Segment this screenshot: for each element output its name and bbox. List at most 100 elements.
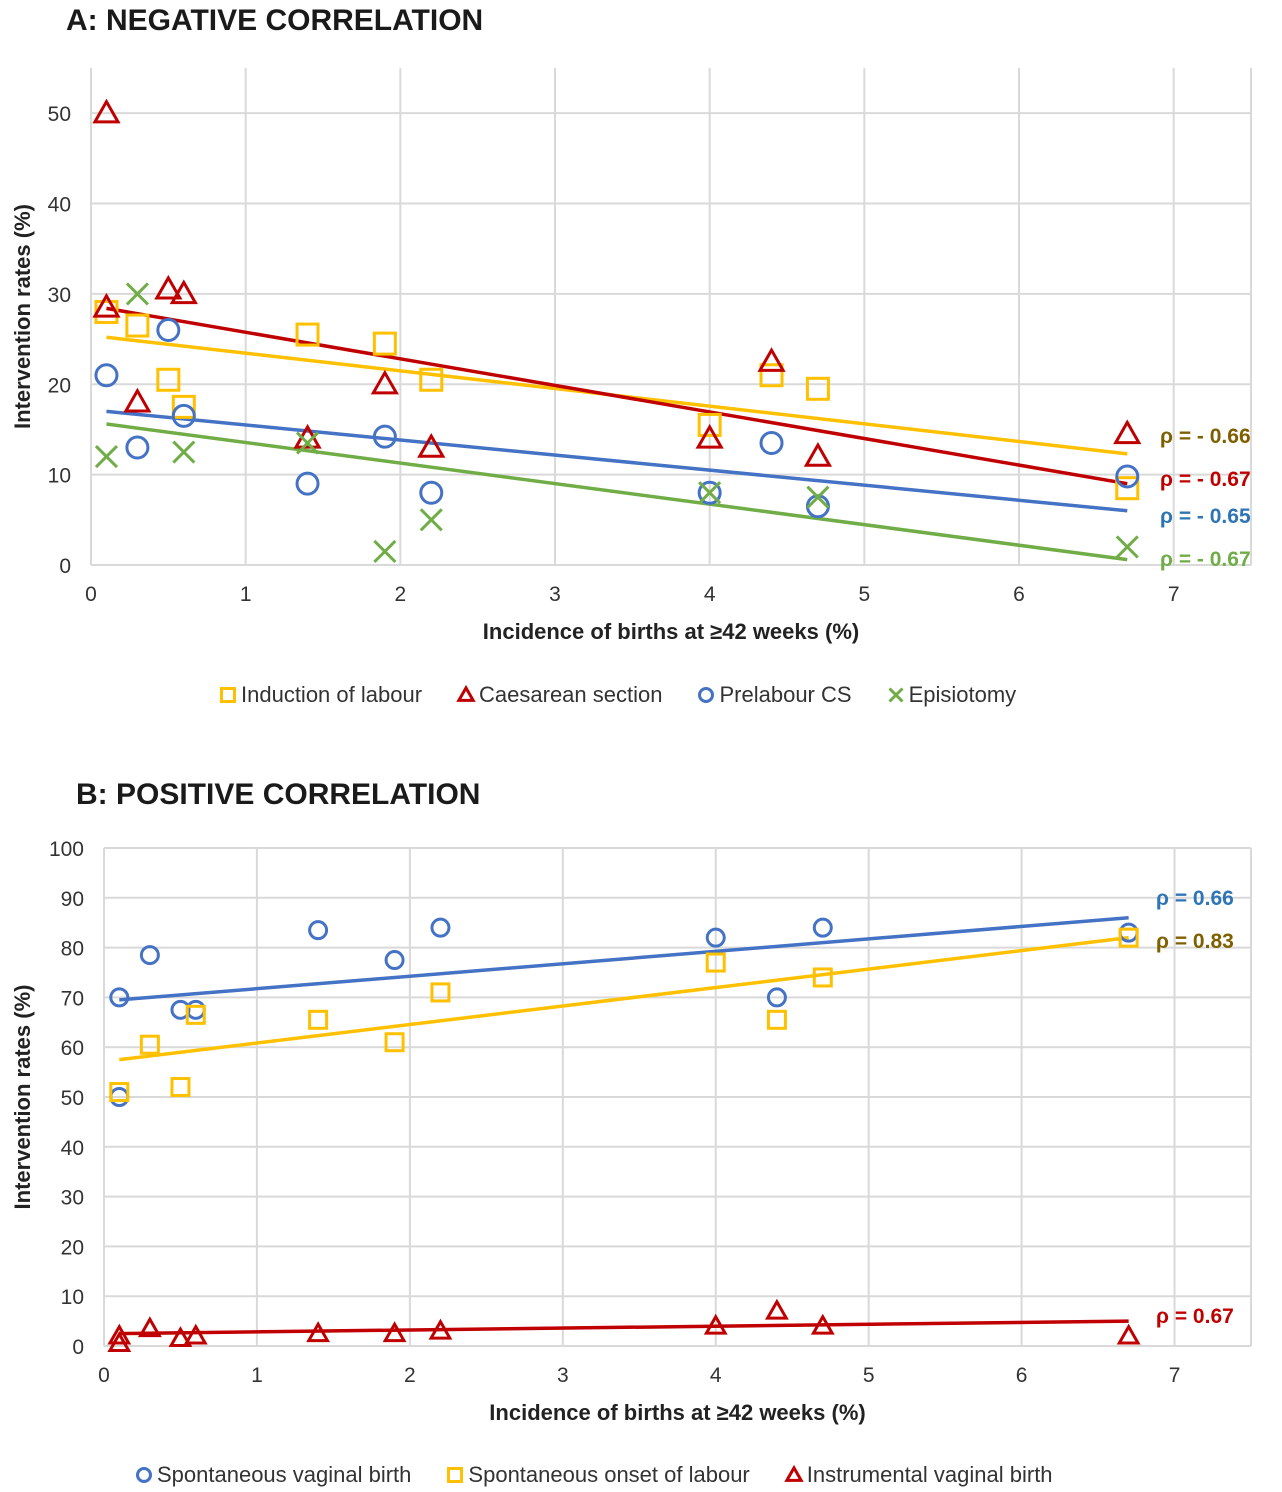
data-point — [183, 1323, 208, 1345]
y-tick-label: 60 — [61, 1037, 84, 1060]
data-point — [169, 279, 198, 305]
rho-label: ρ = - 0.66 — [1160, 425, 1251, 448]
y-tick-label: 20 — [48, 374, 71, 397]
y-tick-label: 20 — [61, 1236, 84, 1259]
data-point — [430, 982, 451, 1003]
data-point — [308, 920, 329, 941]
data-point — [372, 424, 397, 449]
data-point — [92, 98, 121, 124]
data-point — [154, 274, 183, 300]
legend-item: Episiotomy — [886, 682, 1017, 708]
legend-marker-icon — [698, 687, 715, 703]
panel-a-title: A: NEGATIVE CORRELATION — [66, 4, 484, 37]
data-point — [170, 1077, 191, 1098]
data-point — [705, 952, 726, 973]
y-tick-label: 100 — [49, 838, 84, 861]
data-point — [1115, 464, 1140, 489]
data-point — [125, 313, 150, 338]
x-tick-label: 7 — [1168, 583, 1180, 606]
legend-marker-icon — [888, 687, 904, 703]
legend-marker — [698, 687, 715, 703]
data-point — [428, 1318, 453, 1340]
x-axis-label: Incidence of births at ≥42 weeks (%) — [489, 1400, 865, 1425]
legend-label: Spontaneous onset of labour — [468, 1462, 750, 1487]
data-point — [766, 987, 787, 1008]
data-point — [1113, 419, 1142, 445]
data-point — [382, 1321, 407, 1343]
data-point — [94, 363, 119, 388]
legend-item: Instrumental vaginal birth — [784, 1462, 1053, 1488]
data-point — [107, 1323, 132, 1345]
data-point — [295, 471, 320, 496]
data-point — [810, 1313, 835, 1335]
legend-marker — [447, 1467, 464, 1483]
data-point — [759, 363, 784, 388]
legend-item: Prelabour CS — [696, 682, 852, 708]
legend-marker — [220, 687, 236, 703]
x-tick-label: 2 — [404, 1364, 416, 1387]
data-point — [137, 1316, 162, 1338]
data-point — [803, 441, 833, 467]
legend-marker-icon — [447, 1467, 464, 1483]
legend-label: Prelabour CS — [719, 682, 852, 707]
data-point — [419, 367, 444, 392]
rho-label: ρ = 0.67 — [1156, 1305, 1234, 1328]
data-point — [94, 445, 119, 469]
y-tick-label: 50 — [61, 1087, 84, 1110]
data-point — [1115, 476, 1140, 501]
data-point — [92, 292, 121, 318]
x-tick-label: 4 — [704, 583, 716, 606]
trend-line — [106, 409, 1128, 513]
legend-marker — [136, 1467, 152, 1483]
data-point — [430, 917, 451, 938]
x-tick-label: 2 — [394, 583, 406, 606]
data-point — [306, 1321, 331, 1343]
legend-label: Episiotomy — [908, 682, 1017, 707]
data-point — [139, 945, 160, 966]
y-tick-label: 40 — [48, 194, 71, 217]
x-tick-label: 0 — [98, 1364, 110, 1387]
legend-label: Instrumental vaginal birth — [806, 1462, 1053, 1487]
data-point — [170, 999, 191, 1020]
data-point — [419, 508, 443, 532]
chart-a: 0 1 2 3 4 5 6 7 0 10 20 30 40 50 Incidence of births a… — [10, 68, 1252, 644]
data-point — [295, 322, 320, 347]
legend-marker-icon — [220, 687, 236, 703]
data-point — [697, 412, 722, 437]
y-axis-label: Intervention rates (%) — [10, 985, 35, 1210]
data-point — [109, 987, 130, 1008]
data-point — [125, 435, 150, 460]
data-point — [1116, 1323, 1141, 1345]
legend-item: Spontaneous onset of labour — [445, 1462, 750, 1488]
data-point — [373, 539, 397, 564]
x-tick-label: 6 — [1013, 583, 1025, 606]
x-tick-label: 4 — [710, 1364, 722, 1387]
data-point — [1115, 535, 1139, 559]
data-point — [705, 927, 726, 948]
trend-line — [106, 422, 1128, 562]
x-axis-label: Incidence of births at ≥42 weeks (%) — [483, 619, 859, 644]
data-point — [125, 282, 149, 306]
x-tick-label: 7 — [1169, 1364, 1181, 1387]
data-point — [156, 318, 181, 343]
legend-item: Caesarean section — [456, 682, 662, 708]
trend-line — [119, 1319, 1129, 1336]
data-point — [703, 1313, 728, 1335]
y-tick-label: 10 — [48, 465, 71, 488]
x-tick-label: 3 — [549, 583, 561, 606]
data-point — [697, 480, 722, 505]
y-tick-label: 0 — [72, 1336, 84, 1359]
legend-label: Caesarean section — [479, 682, 663, 707]
data-point — [172, 440, 196, 464]
data-point — [384, 1032, 405, 1053]
chart-b: 0 1 2 3 4 5 6 70102030405060708090100Incidence … — [10, 838, 1252, 1425]
x-tick-label: 5 — [858, 583, 870, 606]
data-point — [417, 432, 446, 458]
data-point — [419, 480, 444, 505]
y-tick-label: 40 — [61, 1137, 84, 1160]
data-point — [308, 1009, 329, 1030]
y-tick-label: 30 — [61, 1187, 84, 1210]
trend-line — [119, 935, 1129, 1062]
legend-marker — [784, 1464, 804, 1482]
data-point — [295, 431, 320, 455]
